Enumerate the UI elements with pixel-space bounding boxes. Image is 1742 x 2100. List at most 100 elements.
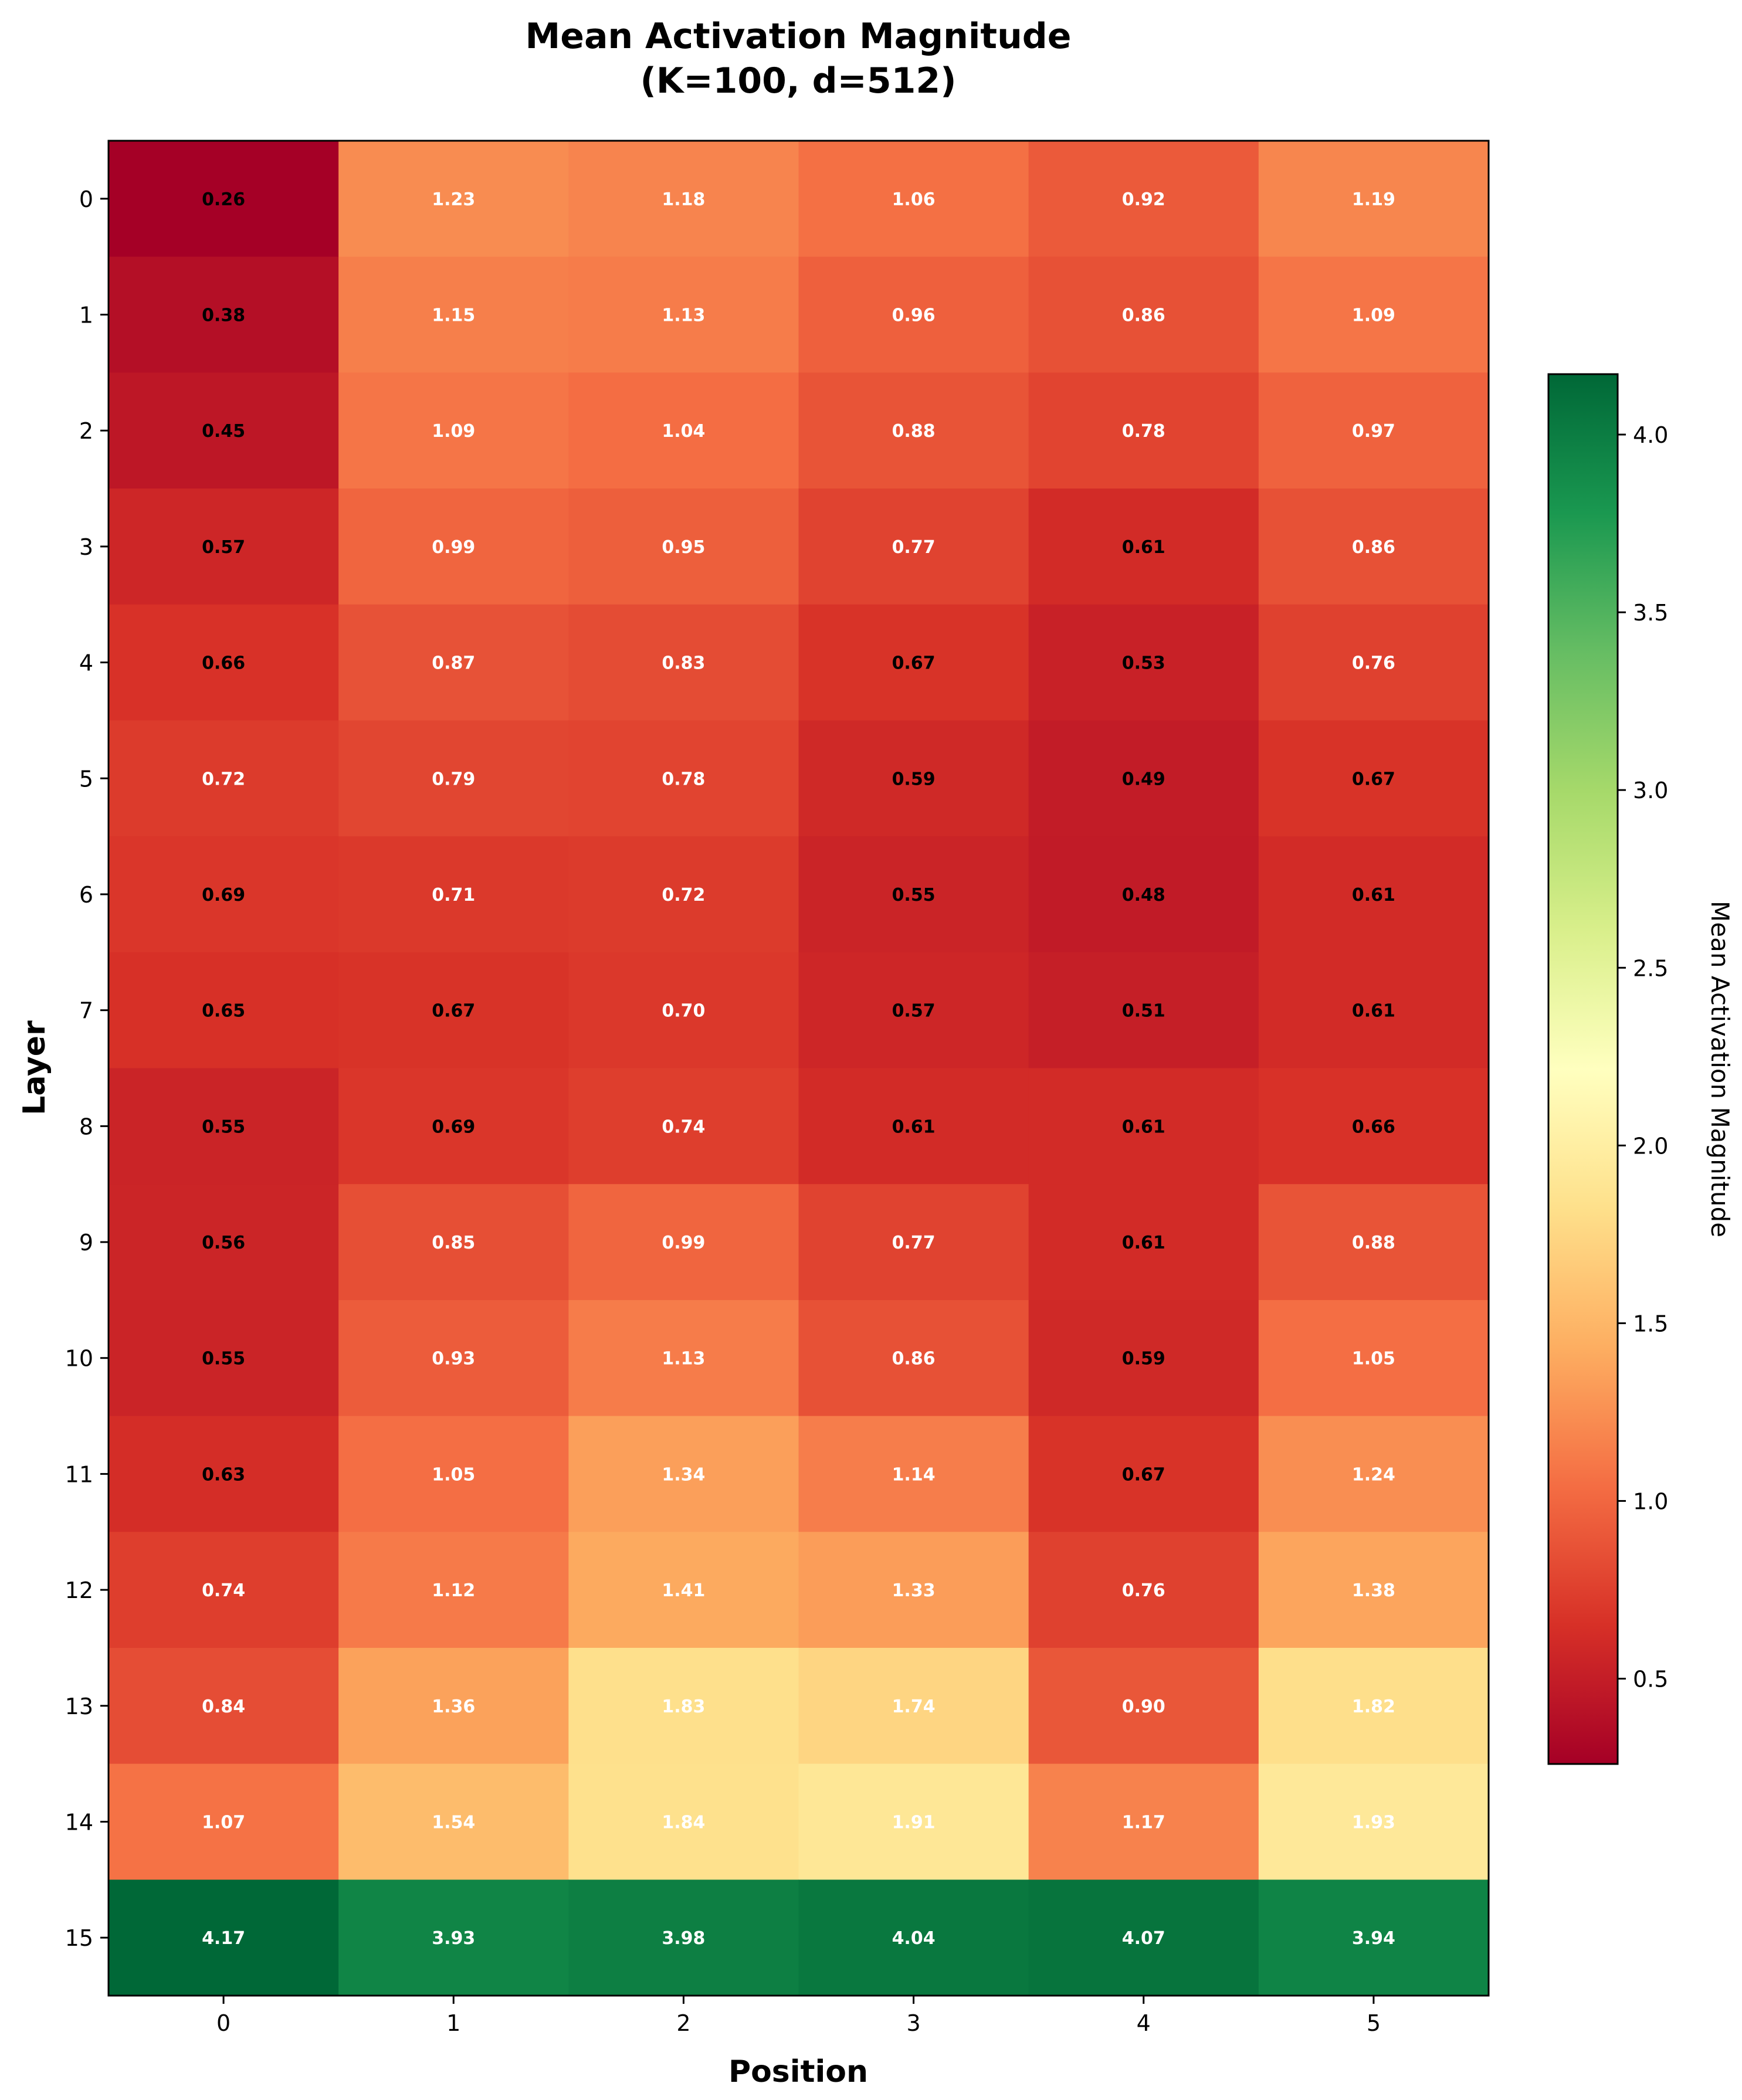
cell-value-label: 0.76 xyxy=(1352,653,1395,674)
cell-value-label: 1.54 xyxy=(432,1812,475,1833)
heatmap-cell xyxy=(1258,1184,1489,1301)
cell-value-label: 0.49 xyxy=(1122,769,1165,789)
cell-value-label: 0.59 xyxy=(892,769,936,789)
heatmap-cell xyxy=(1028,1068,1259,1185)
heatmap-cell xyxy=(1258,1647,1489,1765)
cell-value-label: 0.88 xyxy=(1352,1233,1395,1253)
cell-value-label: 0.69 xyxy=(202,885,245,905)
cell-value-label: 1.15 xyxy=(432,306,475,326)
heatmap-cell xyxy=(338,1416,569,1532)
cell-value-label: 0.95 xyxy=(662,537,705,558)
y-tick-label: 4 xyxy=(79,650,93,676)
heatmap-cell xyxy=(338,720,569,837)
y-tick-label: 0 xyxy=(79,186,93,212)
heatmap-cell xyxy=(568,1532,799,1648)
cell-value-label: 0.55 xyxy=(892,885,936,905)
heatmap-cell xyxy=(1258,836,1489,953)
y-tick-label: 3 xyxy=(79,534,93,560)
heatmap-cell xyxy=(338,604,569,721)
cell-value-label: 0.66 xyxy=(202,653,245,674)
y-tick-label: 6 xyxy=(79,882,93,908)
heatmap-cell xyxy=(568,720,799,837)
cell-value-label: 1.74 xyxy=(892,1697,936,1717)
colorbar-tick-label: 3.5 xyxy=(1633,600,1668,626)
heatmap-cell xyxy=(1258,1763,1489,1880)
heatmap-cells xyxy=(109,141,1489,1996)
heatmap-cell xyxy=(568,1647,799,1765)
heatmap-cell xyxy=(109,1763,339,1880)
colorbar-label: Mean Activation Magnitude xyxy=(1706,901,1734,1237)
heatmap-cell xyxy=(109,256,339,373)
cell-value-label: 0.51 xyxy=(1122,1001,1165,1022)
heatmap-cell xyxy=(798,488,1029,605)
cell-value-label: 0.61 xyxy=(1352,1001,1395,1022)
cell-value-label: 0.56 xyxy=(202,1233,245,1253)
cell-value-label: 1.09 xyxy=(432,421,475,442)
heatmap-cell xyxy=(109,836,339,953)
cell-value-label: 0.92 xyxy=(1122,189,1165,210)
cell-value-label: 1.05 xyxy=(1352,1349,1395,1369)
cell-value-label: 0.55 xyxy=(202,1117,245,1137)
cell-value-label: 0.55 xyxy=(202,1349,245,1369)
heatmap-cell xyxy=(568,372,799,489)
colorbar xyxy=(1547,373,1619,1765)
cell-value-label: 0.83 xyxy=(662,653,705,674)
heatmap-cell xyxy=(1258,141,1489,257)
cell-value-label: 1.04 xyxy=(662,421,705,442)
cell-value-label: 1.17 xyxy=(1122,1812,1165,1833)
heatmap-cell xyxy=(1028,141,1259,257)
colorbar-tick-label: 4.0 xyxy=(1633,422,1668,448)
cell-value-label: 0.67 xyxy=(1352,769,1395,789)
heatmap-cell xyxy=(1028,1184,1259,1301)
heatmap-cell xyxy=(1258,488,1489,605)
heatmap-cell xyxy=(338,1300,569,1417)
cell-value-label: 0.93 xyxy=(432,1349,475,1369)
cell-value-label: 0.57 xyxy=(202,537,245,558)
cell-value-label: 0.99 xyxy=(662,1233,705,1253)
heatmap-cell xyxy=(568,1300,799,1417)
cell-value-label: 0.86 xyxy=(892,1349,936,1369)
cell-value-label: 0.67 xyxy=(432,1001,475,1022)
heatmap-cell xyxy=(568,1068,799,1185)
cell-value-label: 3.98 xyxy=(662,1928,705,1949)
heatmap-cell xyxy=(109,1532,339,1648)
cell-value-label: 4.04 xyxy=(892,1928,936,1949)
colorbar-tick-label: 2.0 xyxy=(1633,1133,1668,1159)
x-axis-ticks: 0 1 2 3 4 5 xyxy=(216,1996,1381,2036)
cell-value-label: 0.26 xyxy=(202,189,245,210)
heatmap-cell xyxy=(568,952,799,1068)
heatmap-cell xyxy=(798,1068,1029,1185)
y-tick-label: 12 xyxy=(65,1577,93,1603)
cell-value-label: 0.61 xyxy=(892,1117,936,1137)
heatmap-cell xyxy=(798,1416,1029,1532)
heatmap-cell xyxy=(798,1184,1029,1301)
heatmap-cell xyxy=(338,372,569,489)
cell-value-label: 0.61 xyxy=(1122,537,1165,558)
cell-value-label: 1.93 xyxy=(1352,1812,1395,1833)
cell-value-label: 0.61 xyxy=(1352,885,1395,905)
y-tick-label: 11 xyxy=(65,1461,93,1487)
cell-value-label: 0.99 xyxy=(432,537,475,558)
cell-value-label: 0.53 xyxy=(1122,653,1165,674)
y-tick-label: 2 xyxy=(79,418,93,444)
cell-value-label: 1.09 xyxy=(1352,306,1395,326)
cell-value-label: 0.48 xyxy=(1122,885,1165,905)
heatmap-cell xyxy=(1028,1763,1259,1880)
heatmap-cell xyxy=(338,1184,569,1301)
cell-value-label: 4.07 xyxy=(1122,1928,1165,1949)
heatmap-cell-labels: 0.26 1.23 1.18 1.06 0.92 1.19 0.38 1.15 1.13 0.96… xyxy=(202,189,1395,1949)
colorbar-tick-label: 2.5 xyxy=(1633,955,1668,981)
y-tick-label: 1 xyxy=(79,303,93,328)
cell-value-label: 0.78 xyxy=(662,769,705,789)
chart-title-line-2: (K=100, d=512) xyxy=(640,60,956,101)
cell-value-label: 0.77 xyxy=(892,1233,936,1253)
cell-value-label: 1.14 xyxy=(892,1464,936,1485)
heatmap-cell xyxy=(1028,836,1259,953)
heatmap-cell xyxy=(109,1184,339,1301)
y-tick-label: 5 xyxy=(79,766,93,792)
cell-value-label: 1.19 xyxy=(1352,189,1395,210)
cell-value-label: 0.79 xyxy=(432,769,475,789)
heatmap-cell xyxy=(798,836,1029,953)
